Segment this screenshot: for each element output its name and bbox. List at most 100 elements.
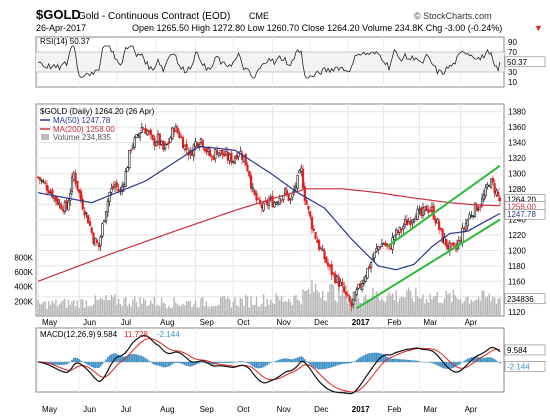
macd-histogram-bar bbox=[357, 358, 360, 362]
volume-bar bbox=[198, 307, 200, 316]
macd-histogram-bar bbox=[330, 362, 333, 368]
volume-bar bbox=[397, 302, 399, 316]
volume-bar bbox=[37, 299, 39, 316]
volume-bar bbox=[259, 306, 261, 316]
macd-histogram-bar bbox=[316, 362, 319, 369]
macd-histogram-bar bbox=[164, 362, 166, 368]
macd-histogram-bar bbox=[250, 362, 252, 366]
channel-upper-line bbox=[386, 164, 501, 248]
candle-body bbox=[461, 227, 464, 244]
volume-bar bbox=[295, 295, 297, 316]
volume-bar bbox=[364, 294, 367, 316]
channel-lower-line bbox=[356, 218, 501, 310]
macd-histogram-bar bbox=[114, 353, 116, 362]
volume-bar bbox=[441, 303, 444, 316]
macd-histogram-bar bbox=[241, 361, 243, 362]
macd-histogram-bar bbox=[486, 357, 489, 362]
candle-body bbox=[235, 155, 238, 159]
macd-histogram-bar bbox=[488, 357, 491, 362]
candle-body bbox=[470, 215, 473, 217]
macd-histogram-bar bbox=[153, 362, 156, 365]
volume-tick-label: 200K bbox=[14, 297, 33, 306]
candle-body bbox=[169, 137, 172, 143]
candle-body bbox=[418, 209, 421, 211]
rsi-last-tag-box bbox=[504, 56, 546, 68]
candle-body bbox=[346, 294, 349, 297]
volume-bar bbox=[481, 290, 483, 316]
macd-histogram-bar bbox=[76, 358, 79, 362]
volume-bar bbox=[128, 303, 131, 316]
candle-body bbox=[180, 136, 183, 139]
volume-bar bbox=[212, 306, 215, 316]
macd-histogram-bar bbox=[192, 362, 195, 366]
macd-histogram-bar bbox=[191, 362, 193, 367]
candle-body bbox=[361, 283, 364, 290]
candle-body bbox=[74, 172, 77, 184]
candle-body bbox=[36, 176, 40, 179]
ma50-last-tag-box bbox=[504, 208, 546, 220]
macd-histogram-bar bbox=[388, 357, 390, 362]
candle-body bbox=[81, 199, 84, 210]
macd-histogram-bar bbox=[275, 360, 277, 362]
candle-body bbox=[362, 279, 366, 284]
volume-bar bbox=[273, 303, 276, 316]
macd-histogram-bar bbox=[173, 362, 175, 364]
candle-body bbox=[138, 132, 142, 138]
candle-body bbox=[316, 239, 319, 243]
candle-body bbox=[47, 190, 50, 194]
volume-bar bbox=[366, 299, 369, 316]
volume-bar bbox=[304, 290, 306, 316]
macd-histogram-bar bbox=[300, 356, 303, 362]
macd-histogram-bar bbox=[200, 362, 202, 363]
rsi-band bbox=[36, 52, 504, 72]
candle-body bbox=[76, 180, 79, 190]
candle-body bbox=[334, 273, 337, 283]
macd-histogram-bar bbox=[434, 362, 437, 365]
volume-bar bbox=[313, 292, 315, 316]
candle-body bbox=[420, 207, 423, 216]
macd-histogram-bar bbox=[483, 357, 485, 362]
macd-histogram-bar bbox=[227, 362, 229, 363]
volume-bar bbox=[463, 301, 465, 316]
volume-bar bbox=[39, 303, 41, 316]
candle-body bbox=[113, 184, 117, 188]
candle-body bbox=[103, 220, 106, 223]
volume-bar bbox=[454, 295, 456, 316]
candle-body bbox=[364, 276, 367, 282]
volume-bar bbox=[282, 301, 285, 316]
volume-bar bbox=[318, 292, 320, 316]
macd-histogram-bar bbox=[128, 354, 131, 362]
macd-histogram-bar bbox=[377, 352, 380, 362]
volume-bar bbox=[228, 299, 231, 316]
volume-bar bbox=[218, 304, 220, 316]
volume-bar bbox=[173, 297, 175, 316]
volume-bar bbox=[139, 297, 141, 316]
volume-bar bbox=[363, 297, 365, 316]
volume-bar bbox=[372, 287, 374, 316]
candle-body bbox=[407, 221, 410, 224]
macd-histogram-bar bbox=[363, 355, 365, 362]
candle-body bbox=[369, 261, 373, 268]
candle-body bbox=[353, 291, 357, 301]
candle-body bbox=[330, 264, 333, 276]
volume-bar bbox=[78, 308, 80, 316]
price-tick-label: 1320 bbox=[508, 154, 526, 163]
candle-body bbox=[491, 177, 494, 183]
volume-legend: Volume 234,835 bbox=[53, 133, 111, 142]
candle-body bbox=[60, 204, 63, 210]
candle-body bbox=[423, 206, 426, 211]
volume-bar bbox=[305, 290, 308, 316]
macd-histogram-bar bbox=[345, 362, 347, 364]
macd-histogram-bar bbox=[289, 359, 292, 362]
volume-bar bbox=[42, 302, 45, 316]
x-axis-label-bottom: May bbox=[42, 405, 57, 414]
volume-bar bbox=[58, 303, 61, 316]
macd-histogram-bar bbox=[338, 362, 340, 365]
quote-date: 26-Apr-2017 bbox=[36, 23, 86, 33]
volume-bar bbox=[191, 307, 193, 316]
x-axis-label-bottom: Jun bbox=[83, 405, 96, 414]
volume-bar bbox=[98, 299, 100, 316]
candle-body bbox=[489, 178, 493, 188]
candle-body bbox=[147, 130, 151, 133]
candle-body bbox=[117, 188, 120, 192]
